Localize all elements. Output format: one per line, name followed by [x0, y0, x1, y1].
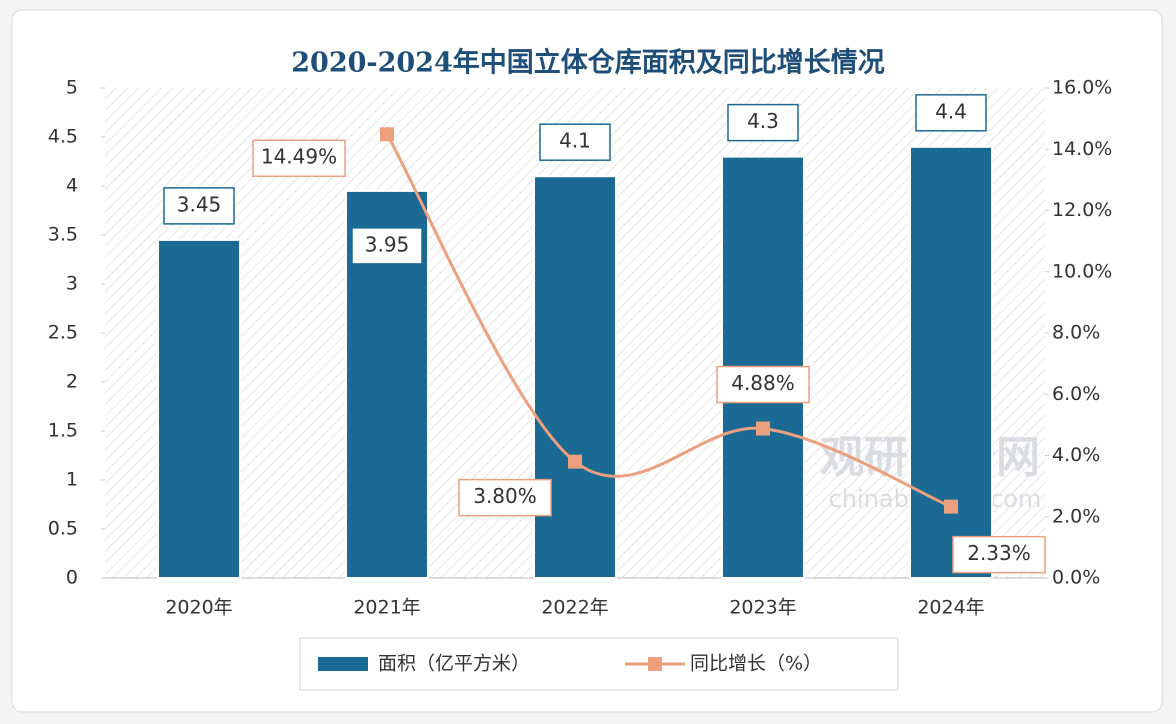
y2-tick-label: 8.0% — [1052, 322, 1100, 344]
y-tick-label: 2 — [66, 371, 78, 393]
bar — [533, 175, 617, 579]
label-box — [539, 123, 611, 161]
y-tick-label: 3.5 — [48, 224, 78, 246]
y-tick-label: 1 — [66, 469, 78, 491]
x-tick-label: 2023年 — [729, 597, 796, 619]
y-tick-label: 4 — [66, 175, 78, 197]
label-box — [952, 535, 1046, 574]
chart-title: 2020-2024年中国立体仓库面积及同比增长情况 — [291, 47, 885, 79]
legend-swatch — [648, 657, 662, 671]
y-tick-label: 2.5 — [48, 322, 78, 344]
label-box — [716, 365, 810, 404]
x-tick-label: 2021年 — [353, 597, 420, 619]
y2-tick-label: 14.0% — [1052, 138, 1112, 160]
legend-swatch — [318, 657, 368, 671]
bar-label: 3.95 — [365, 232, 410, 256]
legend-label: 面积（亿平方米） — [378, 653, 530, 675]
y-tick-label: 3 — [66, 273, 78, 295]
line-label: 2.33% — [967, 541, 1031, 565]
bar-label: 4.3 — [747, 109, 779, 133]
y-tick-label: 0.5 — [48, 518, 78, 540]
line-label: 3.80% — [473, 484, 537, 508]
y2-tick-label: 12.0% — [1052, 199, 1112, 221]
line-label: 4.88% — [731, 371, 795, 395]
label-box — [351, 227, 423, 265]
bar-label: 4.1 — [559, 129, 591, 153]
bar — [157, 238, 241, 579]
line-marker — [568, 454, 582, 469]
label-box — [163, 187, 235, 225]
y2-tick-label: 2.0% — [1052, 505, 1100, 527]
line-marker — [380, 127, 394, 142]
y-tick-label: 4.5 — [48, 126, 78, 148]
y-tick-label: 0 — [66, 567, 78, 589]
bar-label: 3.45 — [177, 192, 222, 216]
y2-tick-label: 0.0% — [1052, 567, 1100, 589]
label-box — [252, 139, 346, 177]
y-tick-label: 5 — [66, 77, 78, 99]
bar-label: 4.4 — [935, 99, 967, 123]
line — [385, 133, 952, 509]
x-tick-label: 2024年 — [917, 597, 984, 619]
label-box — [915, 94, 987, 132]
y2-tick-label: 10.0% — [1052, 260, 1112, 282]
y2-tick-label: 4.0% — [1052, 444, 1100, 466]
line-marker — [944, 499, 958, 514]
y2-tick-label: 6.0% — [1052, 383, 1100, 405]
y-tick-label: 1.5 — [48, 420, 78, 442]
legend-label: 同比增长（%） — [690, 653, 822, 675]
label-box — [458, 478, 552, 517]
y2-tick-label: 16.0% — [1052, 77, 1112, 99]
legend — [299, 637, 899, 691]
x-tick-label: 2020年 — [165, 597, 232, 619]
line-label: 14.49% — [261, 145, 337, 169]
x-tick-label: 2022年 — [541, 597, 608, 619]
line-marker — [756, 421, 770, 436]
label-box — [727, 103, 799, 142]
